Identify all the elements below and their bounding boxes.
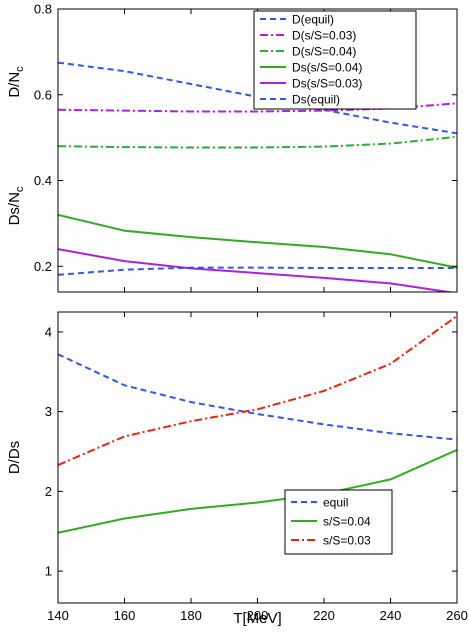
chart-panel-2: 140 160 180 200 220 240 260 1 2 3 4 D/Ds T[MeV] equil… [6, 311, 468, 627]
legend-label-ds-s-s-0-03: Ds(s/S=0.03) [292, 77, 362, 91]
series-group [58, 315, 457, 534]
x-tick-label: 220 [313, 608, 335, 623]
series-line-ds-s-s-0-03 [58, 248, 456, 292]
legend: equil s/S=0.04 s/S=0.03 [284, 489, 393, 555]
y-axis-label: D/Ds [6, 441, 23, 474]
x-tick-label: 200 [247, 608, 269, 623]
y-tick-label: 0.8 [34, 2, 52, 17]
y-axis-label-2: Ds/Nc [6, 186, 26, 225]
y-tick-label: 0.4 [34, 173, 52, 188]
x-axis-label: T[MeV] [233, 610, 281, 627]
y-tick-label: 0.6 [34, 87, 52, 102]
legend-label-s-s-0-03: s/S=0.03 [323, 534, 371, 548]
x-tick-label: 180 [180, 608, 202, 623]
legend: D(equil) D(s/S=0.03) D(s/S=0.04) Ds(s/S=0.0… [253, 10, 417, 110]
y-tick-label: 3 [45, 404, 52, 419]
legend-label-s-s-0-04: s/S=0.04 [323, 515, 371, 529]
legend-label-d-equil: D(equil) [292, 13, 334, 27]
legend-label-d-s-s-0-03: D(s/S=0.03) [292, 29, 356, 43]
y-tick-label: 2 [45, 484, 52, 499]
chart-panel-1: 0.2 0.4 0.6 0.8 D/Nc Ds/Nc D(equil) D(s/S=0.03)… [6, 2, 458, 293]
series-line-d-s-s-0-04 [58, 135, 457, 149]
series-line-ds-equil [58, 266, 457, 276]
series-line-equil [58, 353, 457, 441]
y-tick-label: 4 [45, 324, 52, 339]
x-tick-label: 160 [114, 608, 136, 623]
y-tick-label: 0.2 [34, 259, 52, 274]
x-tick-label: 260 [446, 608, 468, 623]
series-line-s-s-0-03 [58, 315, 457, 467]
series-line-s-s-0-04 [58, 448, 457, 534]
x-tick-label: 240 [380, 608, 402, 623]
legend-label-ds-equil: Ds(equil) [292, 93, 340, 107]
y-axis-label-1: D/Nc [6, 66, 26, 98]
series-line-ds-s-s-0-04 [58, 213, 457, 269]
plot-frame [57, 311, 458, 604]
legend-label-d-s-s-0-04: D(s/S=0.04) [292, 45, 356, 59]
legend-label-equil: equil [323, 496, 348, 510]
legend-box [253, 10, 417, 110]
x-tick-label: 140 [47, 608, 69, 623]
legend-label-ds-s-s-0-04: Ds(s/S=0.04) [292, 61, 362, 75]
y-tick-label: 1 [45, 564, 52, 579]
